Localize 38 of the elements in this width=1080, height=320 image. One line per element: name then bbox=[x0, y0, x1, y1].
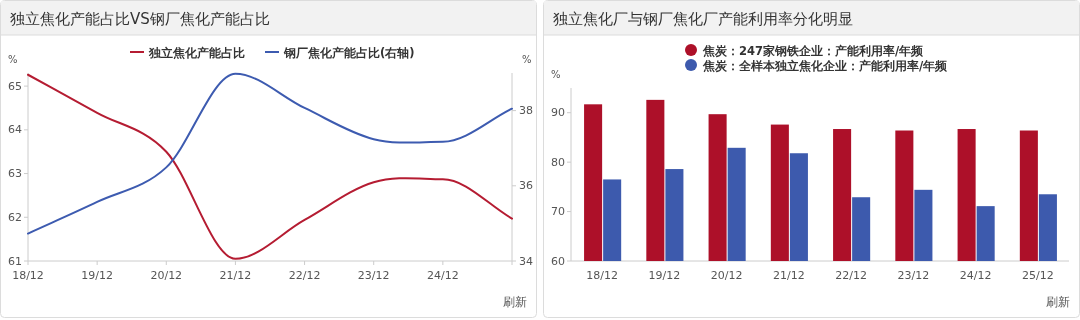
y-tick-label: 64 bbox=[8, 123, 22, 137]
x-tick-label: 18/12 bbox=[586, 269, 618, 282]
x-tick-label: 24/12 bbox=[427, 269, 459, 282]
x-tick-label: 19/12 bbox=[81, 269, 113, 282]
x-tick-label: 22/12 bbox=[835, 269, 867, 282]
x-tick-label: 24/12 bbox=[959, 269, 992, 282]
x-tick-label: 22/12 bbox=[288, 269, 321, 282]
y-axis-title: % bbox=[551, 69, 561, 80]
y-axis-title: % bbox=[8, 54, 18, 65]
x-tick-label: 23/12 bbox=[357, 269, 390, 282]
y-tick-label: 90 bbox=[551, 106, 565, 120]
y-tick-label: 61 bbox=[8, 254, 22, 268]
chart-title: 独立焦化产能占比VS钢厂焦化产能占比 bbox=[10, 10, 270, 28]
chart-title: 独立焦化厂与钢厂焦化厂产能利用率分化明显 bbox=[553, 10, 853, 28]
y2-tick-label: 38 bbox=[519, 104, 533, 118]
y-tick-label: 62 bbox=[8, 210, 22, 224]
x-tick-label: 19/12 bbox=[648, 269, 681, 282]
y2-tick-label: 36 bbox=[519, 179, 533, 193]
x-tick-label: 21/12 bbox=[219, 269, 252, 282]
legend-label: 钢厂焦化产能占比(右轴) bbox=[283, 45, 415, 60]
x-tick-label: 25/12 bbox=[1022, 269, 1054, 282]
text: 刷新 bbox=[1046, 295, 1070, 309]
text: 刷新 bbox=[503, 295, 527, 309]
y-tick-label: 80 bbox=[551, 155, 565, 169]
y2-axis-title: % bbox=[522, 54, 532, 65]
legend-label: 焦炭：全样本独立焦化企业：产能利用率/年频 bbox=[702, 58, 949, 73]
legend-label: 焦炭：247家钢铁企业：产能利用率/年频 bbox=[702, 43, 925, 58]
y-tick-label: 65 bbox=[8, 79, 22, 93]
x-tick-label: 23/12 bbox=[897, 269, 930, 282]
y-tick-label: 70 bbox=[551, 205, 565, 219]
x-tick-label: 20/12 bbox=[150, 269, 183, 282]
y-tick-label: 60 bbox=[551, 254, 565, 268]
y2-tick-label: 34 bbox=[519, 254, 533, 268]
legend-label: 独立焦化产能占比 bbox=[148, 45, 245, 60]
x-tick-label: 20/12 bbox=[710, 269, 743, 282]
x-tick-label: 21/12 bbox=[773, 269, 805, 282]
y-tick-label: 63 bbox=[8, 167, 22, 181]
x-tick-label: 18/12 bbox=[12, 269, 44, 282]
